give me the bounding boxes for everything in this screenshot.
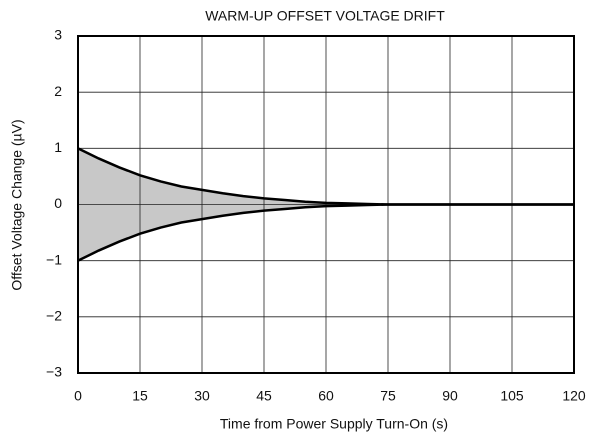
x-tick-label: 75: [380, 388, 396, 404]
chart-title: WARM-UP OFFSET VOLTAGE DRIFT: [205, 8, 445, 24]
y-tick-label: 2: [54, 83, 62, 99]
y-tick-label: 3: [54, 27, 62, 43]
x-tick-label: 0: [74, 388, 82, 404]
x-tick-label: 90: [442, 388, 458, 404]
y-tick-label: −3: [46, 364, 62, 380]
x-tick-label: 45: [256, 388, 272, 404]
y-tick-label: 0: [54, 195, 62, 211]
x-tick-label: 15: [132, 388, 148, 404]
y-tick-label: 1: [54, 139, 62, 155]
plot-frame: [77, 35, 575, 374]
x-tick-label: 30: [194, 388, 210, 404]
y-axis-label: Offset Voltage Change (µV): [9, 119, 25, 290]
x-axis-label: Time from Power Supply Turn-On (s): [220, 416, 448, 432]
x-tick-label: 120: [562, 388, 586, 404]
x-tick-label: 105: [500, 388, 524, 404]
x-tick-label: 60: [318, 388, 334, 404]
y-tick-label: −1: [46, 251, 62, 267]
series-line: [77, 203, 574, 262]
y-tick-label: −2: [46, 308, 62, 324]
